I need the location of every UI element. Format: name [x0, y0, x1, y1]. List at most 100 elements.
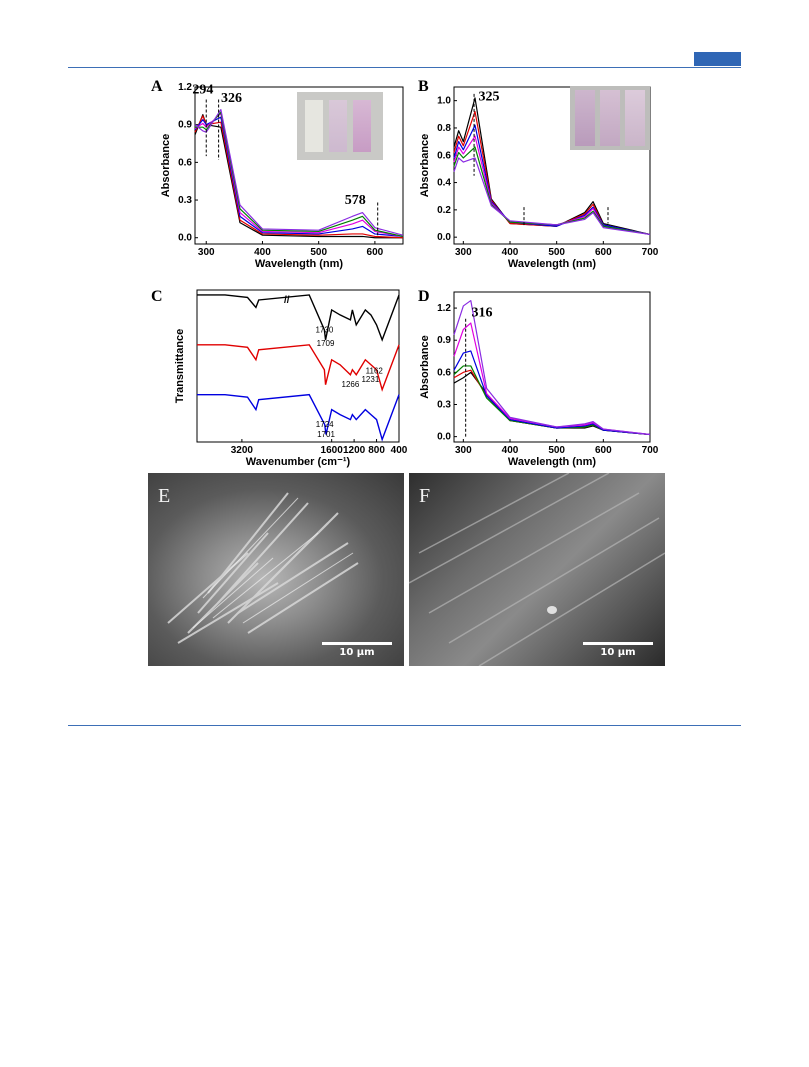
- sem-letter-e: E: [158, 485, 171, 507]
- x-tick-label: 500: [548, 247, 565, 258]
- band-label: 1730: [315, 325, 333, 334]
- fibre-texture-f: [409, 473, 665, 666]
- series-line: [453, 322, 651, 436]
- peak-label: 294: [192, 82, 213, 97]
- series-line: [194, 109, 404, 236]
- y-axis-label: Absorbance: [419, 335, 431, 399]
- peak-label: 316: [472, 306, 493, 321]
- panel-a: A 300 400 500 600 0.0 0.3 0.6 0.9 1.2 Wavelength …: [145, 72, 407, 277]
- panel-letter-b: B: [418, 78, 429, 95]
- sem-letter-f: F: [419, 485, 431, 507]
- x-tick-label: 500: [548, 445, 565, 456]
- sem-image-f: F 10 μm: [409, 473, 665, 666]
- panel-c: C 3200 1600 1200 800 400 Wavenumber (cm⁻¹) Tra…: [145, 282, 408, 472]
- y-tick-label: 0.0: [437, 232, 451, 243]
- scale-bar-f: 10 μm: [583, 642, 653, 658]
- absorbance-chart-b: 300 400 500 600 700 0.0 0.2 0.4 0.6 0.8 1.0 Wavelen…: [419, 86, 659, 270]
- plot-frame: [453, 291, 651, 443]
- y-tick-label: 0.6: [437, 150, 451, 161]
- series-line: [453, 365, 651, 436]
- series-line: [453, 157, 651, 236]
- peak-label: 325: [479, 90, 500, 105]
- series-line: [194, 116, 404, 238]
- footer-rule: [68, 725, 741, 726]
- y-tick-label: 0.0: [178, 233, 192, 244]
- series-line: [453, 299, 651, 436]
- x-tick-label: 600: [595, 247, 612, 258]
- series-line: [453, 110, 651, 236]
- series-line: [197, 344, 400, 392]
- band-label: 1709: [317, 339, 335, 348]
- x-tick-label: 300: [198, 247, 215, 258]
- x-tick-label: 800: [368, 445, 385, 456]
- y-axis-label: Absorbance: [419, 134, 431, 198]
- cuvette-photo-b: [570, 86, 650, 150]
- x-tick-label: 600: [595, 445, 612, 456]
- absorbance-chart-d: 300 400 500 600 700 0.0 0.3 0.6 0.9 1.2 Wavelength…: [419, 291, 659, 468]
- x-axis-label: Wavelength (nm): [508, 456, 597, 468]
- header-rule: [68, 67, 741, 68]
- x-tick-label: 700: [642, 445, 659, 456]
- y-tick-label: 0.3: [437, 400, 451, 411]
- panel-letter-d: D: [418, 288, 430, 305]
- sem-image-e: E 10 μm: [148, 473, 404, 666]
- y-tick-label: 0.9: [178, 120, 192, 131]
- header-accent-tab: [694, 52, 741, 66]
- y-tick-label: 0.6: [178, 157, 192, 168]
- y-tick-label: 1.0: [437, 96, 451, 107]
- plot-frame: [196, 289, 400, 443]
- x-axis-label: Wavelength (nm): [255, 258, 344, 270]
- x-tick-label: 400: [502, 445, 519, 456]
- y-tick-label: 0.0: [437, 432, 451, 443]
- y-tick-label: 0.9: [437, 335, 451, 346]
- scale-label-f: 10 μm: [600, 647, 636, 658]
- band-label: 1266: [342, 380, 360, 389]
- y-tick-label: 1.2: [178, 82, 192, 93]
- axis-break-mark: //: [284, 295, 290, 306]
- series-line: [194, 115, 404, 239]
- y-tick-label: 0.2: [437, 205, 451, 216]
- panel-letter-a: A: [151, 78, 163, 95]
- x-tick-label: 300: [455, 445, 472, 456]
- absorbance-chart-a: 300 400 500 600 0.0 0.3 0.6 0.9 1.2 Wavelength (n…: [160, 82, 404, 270]
- y-tick-label: 0.4: [437, 178, 451, 189]
- ir-spectrum-chart-c: 3200 1600 1200 800 400 Wavenumber (cm⁻¹) Trans…: [174, 289, 408, 468]
- peak-label: 326: [221, 91, 242, 106]
- y-tick-label: 0.8: [437, 123, 451, 134]
- series-line: [197, 393, 400, 442]
- x-tick-label: 500: [310, 247, 327, 258]
- cuvette-photo-a: [297, 92, 383, 160]
- y-axis-label: Absorbance: [160, 134, 172, 198]
- series-line: [197, 294, 400, 342]
- band-label: 1162: [366, 367, 384, 376]
- y-axis-label: Transmittance: [174, 329, 186, 404]
- x-tick-label: 300: [455, 247, 472, 258]
- x-tick-label: 3200: [231, 445, 254, 456]
- x-tick-label: 400: [391, 445, 408, 456]
- x-axis-label: Wavelength (nm): [508, 258, 597, 270]
- band-label: 1701: [317, 430, 335, 439]
- panel-b: B 300 400 500 600 700 0.0 0.2 0.4 0.6 0.8 1.0 Wavel…: [412, 72, 674, 277]
- x-tick-label: 1200: [343, 445, 366, 456]
- series-line: [453, 350, 651, 436]
- series-line: [194, 112, 404, 238]
- panel-d: D 300 400 500 600 700 0.0 0.3 0.6 0.9 1.2 Waveleng…: [412, 282, 674, 472]
- x-tick-label: 1600: [321, 445, 344, 456]
- x-tick-label: 400: [502, 247, 519, 258]
- needle-texture-e: [167, 492, 359, 644]
- scale-label-e: 10 μm: [339, 647, 375, 658]
- x-tick-label: 600: [367, 247, 384, 258]
- y-tick-label: 0.6: [437, 367, 451, 378]
- x-tick-label: 700: [642, 247, 659, 258]
- series-line: [195, 111, 404, 238]
- panel-letter-c: C: [151, 288, 163, 305]
- plot-frame: [194, 86, 404, 245]
- y-tick-label: 0.3: [178, 195, 192, 206]
- y-tick-label: 1.2: [437, 303, 451, 314]
- x-tick-label: 400: [254, 247, 271, 258]
- band-label: 1724: [316, 420, 334, 429]
- series-line: [453, 146, 651, 236]
- scale-bar-e: 10 μm: [322, 642, 392, 658]
- x-axis-label: Wavenumber (cm⁻¹): [246, 456, 351, 468]
- peak-label: 578: [345, 193, 366, 208]
